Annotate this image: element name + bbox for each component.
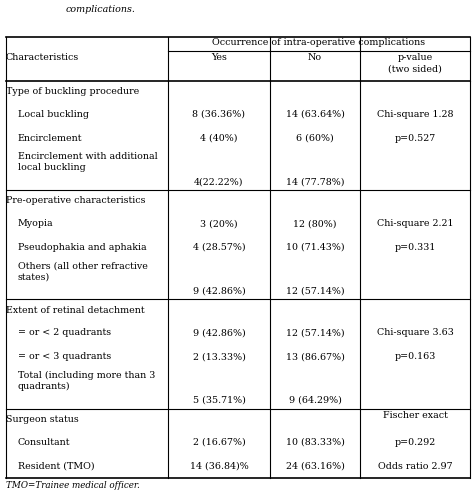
Text: 14 (36.84)%: 14 (36.84)% xyxy=(190,462,248,470)
Text: Chi-square 2.21: Chi-square 2.21 xyxy=(377,219,453,228)
Text: Odds ratio 2.97: Odds ratio 2.97 xyxy=(378,462,452,470)
Text: 14 (77.78%): 14 (77.78%) xyxy=(286,177,344,186)
Text: 10 (83.33%): 10 (83.33%) xyxy=(285,438,345,446)
Text: 4 (40%): 4 (40%) xyxy=(200,134,238,143)
Text: = or < 3 quadrants: = or < 3 quadrants xyxy=(18,352,111,362)
Text: 12 (80%): 12 (80%) xyxy=(293,219,337,228)
Text: Fischer exact: Fischer exact xyxy=(383,410,447,420)
Text: Extent of retinal detachment: Extent of retinal detachment xyxy=(6,306,145,314)
Text: p=0.292: p=0.292 xyxy=(394,438,436,446)
Text: Local buckling: Local buckling xyxy=(18,110,89,119)
Text: Yes: Yes xyxy=(211,53,227,62)
Text: 24 (63.16%): 24 (63.16%) xyxy=(285,462,345,470)
Text: 6 (60%): 6 (60%) xyxy=(296,134,334,143)
Text: p-value
(two sided): p-value (two sided) xyxy=(388,53,442,74)
Text: TMO=Trainee medical officer.: TMO=Trainee medical officer. xyxy=(6,481,140,490)
Text: 12 (57.14%): 12 (57.14%) xyxy=(286,328,344,338)
Text: Characteristics: Characteristics xyxy=(6,53,79,62)
Text: p=0.331: p=0.331 xyxy=(394,243,436,252)
Text: 9 (42.86%): 9 (42.86%) xyxy=(192,328,246,338)
Text: 4(22.22%): 4(22.22%) xyxy=(194,177,244,186)
Text: Chi-square 3.63: Chi-square 3.63 xyxy=(376,328,454,338)
Text: 13 (86.67%): 13 (86.67%) xyxy=(285,352,345,362)
Text: Chi-square 1.28: Chi-square 1.28 xyxy=(377,110,453,119)
Text: No: No xyxy=(308,53,322,62)
Text: Pre-operative characteristics: Pre-operative characteristics xyxy=(6,196,146,205)
Text: 4 (28.57%): 4 (28.57%) xyxy=(193,243,246,252)
Text: 12 (57.14%): 12 (57.14%) xyxy=(286,286,344,296)
Text: 3 (20%): 3 (20%) xyxy=(200,219,238,228)
Text: 8 (36.36%): 8 (36.36%) xyxy=(192,110,246,119)
Text: Total (including more than 3
quadrants): Total (including more than 3 quadrants) xyxy=(18,371,155,391)
Text: 10 (71.43%): 10 (71.43%) xyxy=(286,243,344,252)
Text: p=0.163: p=0.163 xyxy=(394,352,436,362)
Text: complications.: complications. xyxy=(66,5,136,14)
Text: 14 (63.64%): 14 (63.64%) xyxy=(285,110,345,119)
Text: Pseudophakia and aphakia: Pseudophakia and aphakia xyxy=(18,243,146,252)
Text: Encirclement with additional
local buckling: Encirclement with additional local buckl… xyxy=(18,152,158,172)
Text: 2 (13.33%): 2 (13.33%) xyxy=(192,352,246,362)
Text: 5 (35.71%): 5 (35.71%) xyxy=(192,396,246,404)
Text: Occurrence of intra-operative complications: Occurrence of intra-operative complicati… xyxy=(212,38,426,47)
Text: 9 (42.86%): 9 (42.86%) xyxy=(192,286,246,296)
Text: p=0.527: p=0.527 xyxy=(394,134,436,143)
Text: Type of buckling procedure: Type of buckling procedure xyxy=(6,87,139,96)
Text: Surgeon status: Surgeon status xyxy=(6,415,79,424)
Text: Others (all other refractive
states): Others (all other refractive states) xyxy=(18,262,148,281)
Text: Consultant: Consultant xyxy=(18,438,71,446)
Text: Myopia: Myopia xyxy=(18,219,54,228)
Text: 9 (64.29%): 9 (64.29%) xyxy=(289,396,341,404)
Text: Encirclement: Encirclement xyxy=(18,134,82,143)
Text: = or < 2 quadrants: = or < 2 quadrants xyxy=(18,328,111,338)
Text: Resident (TMO): Resident (TMO) xyxy=(18,462,95,470)
Text: 2 (16.67%): 2 (16.67%) xyxy=(192,438,246,446)
